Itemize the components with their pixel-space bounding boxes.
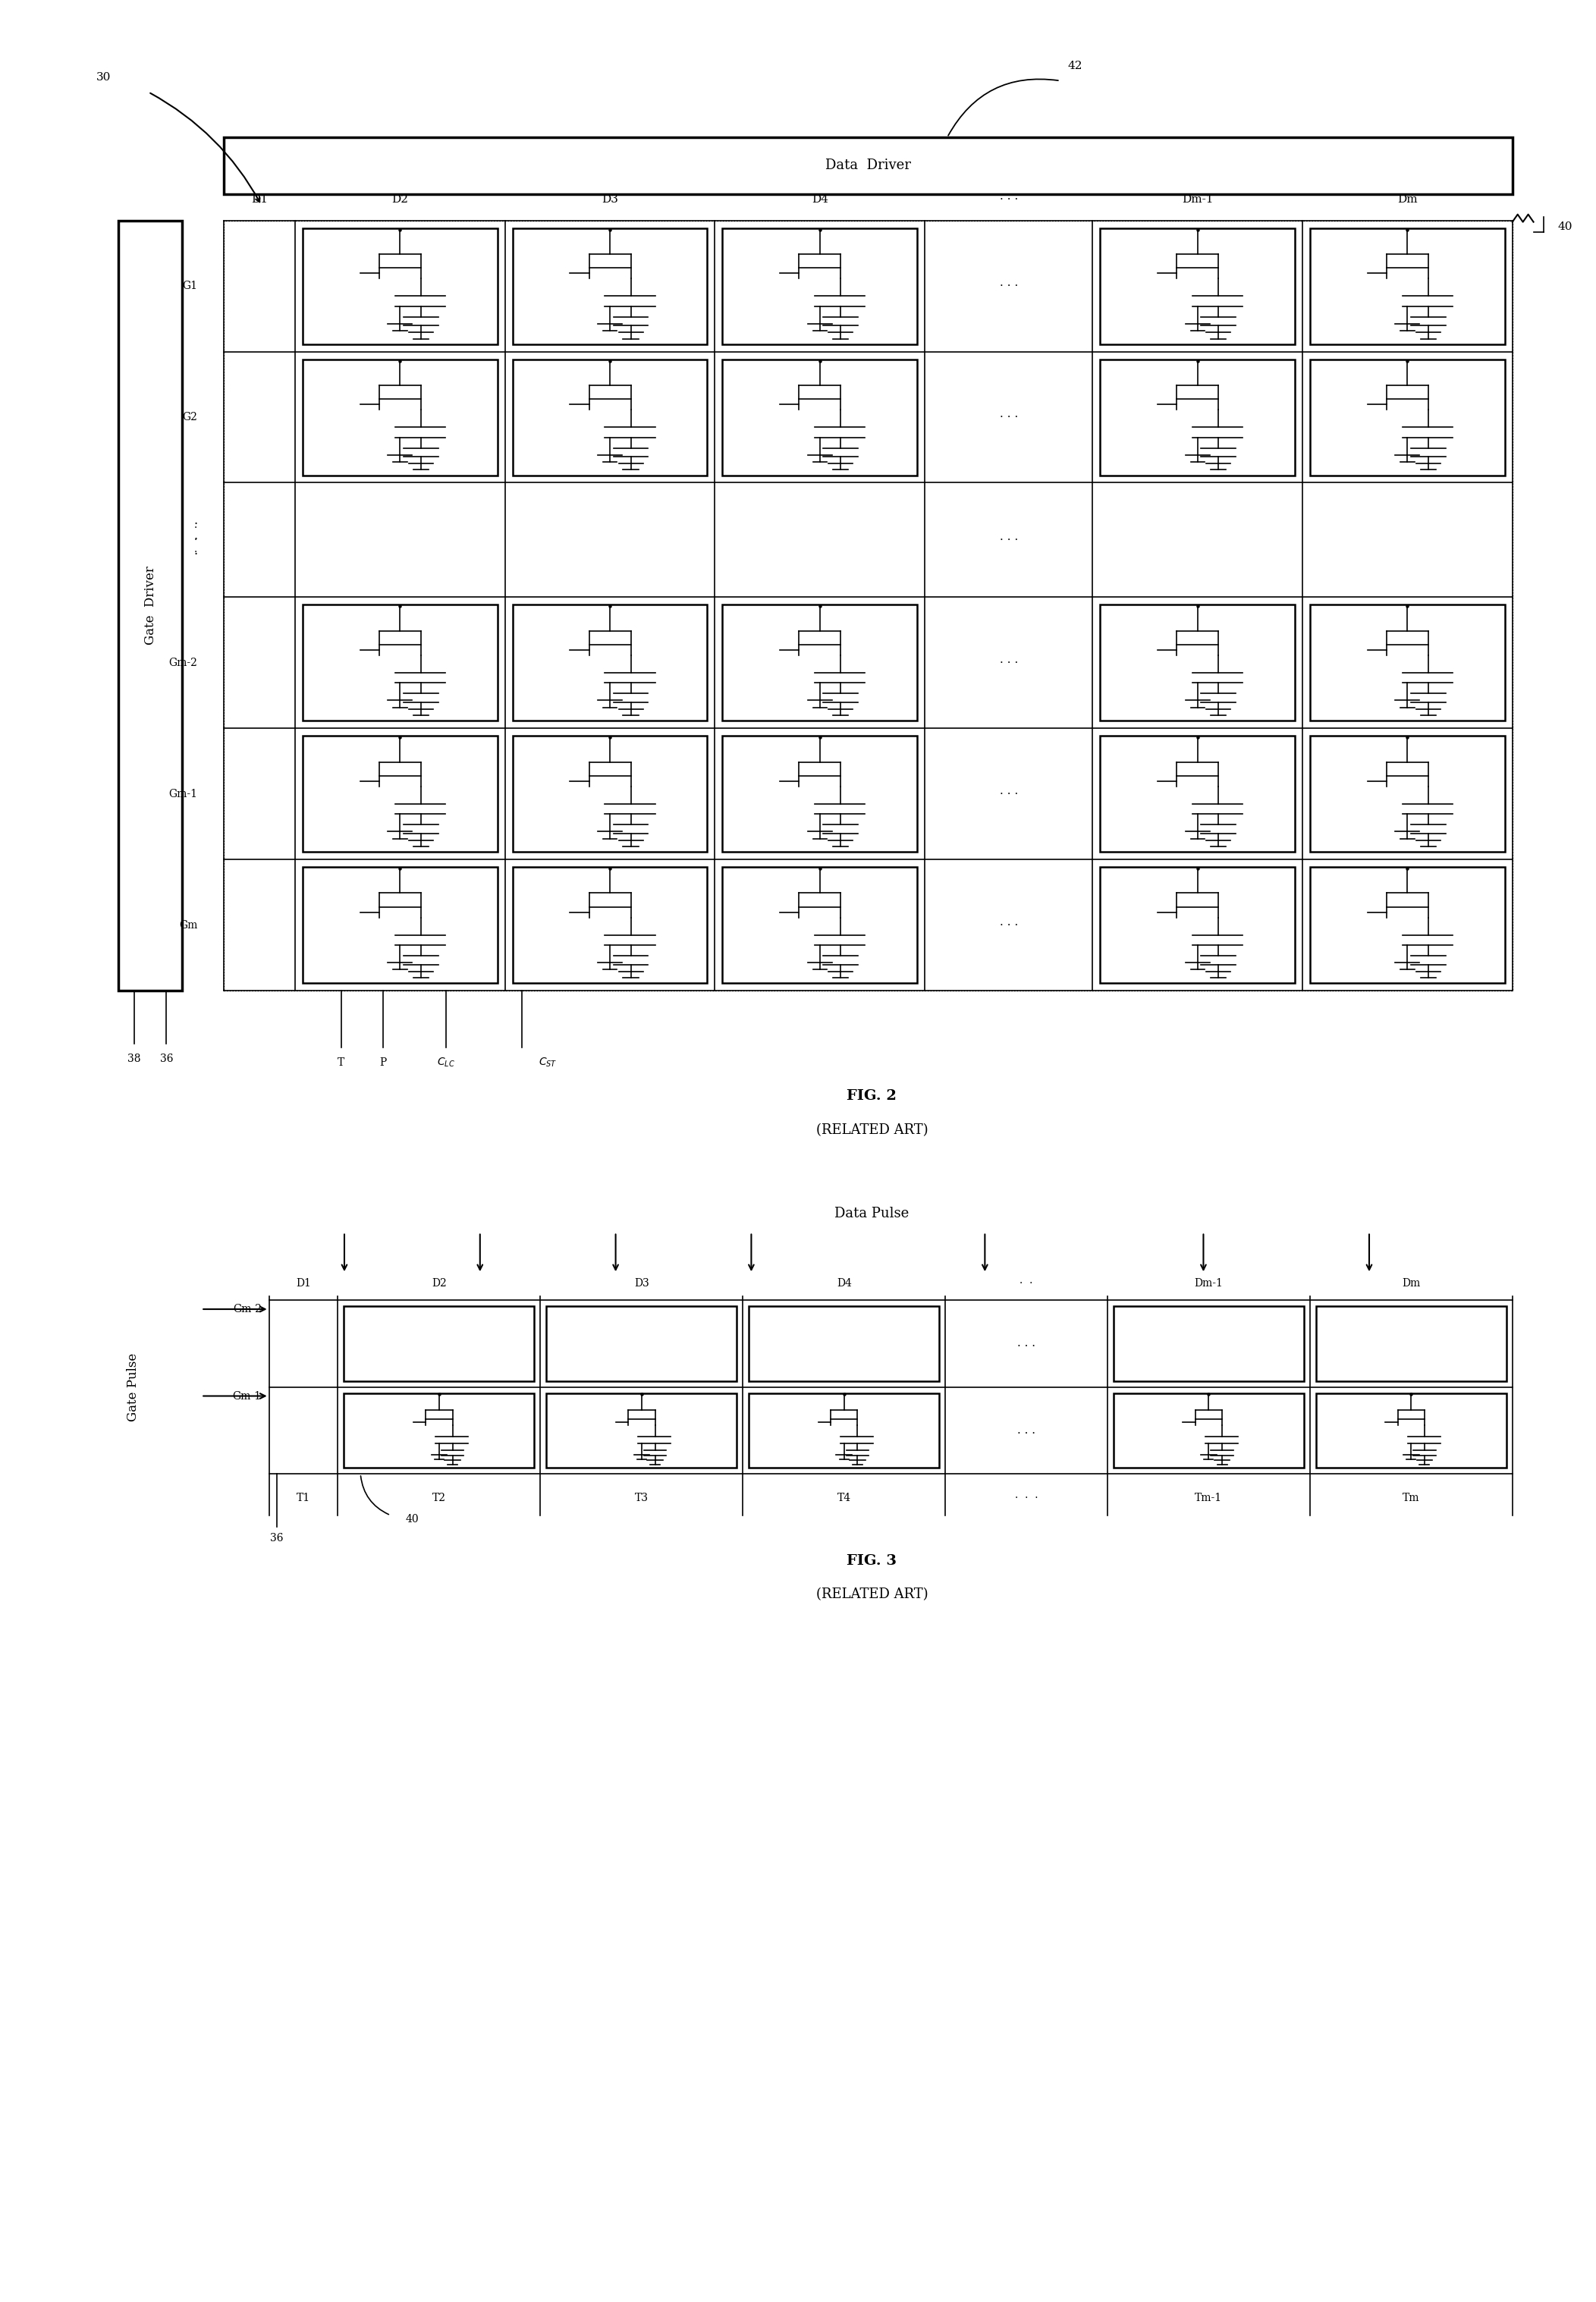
Text: T1: T1 bbox=[297, 1492, 310, 1503]
Bar bbox=[512, 868, 707, 983]
Text: Dm-1: Dm-1 bbox=[1194, 1278, 1223, 1289]
Bar bbox=[723, 868, 918, 983]
Text: (RELATED ART): (RELATED ART) bbox=[816, 1123, 927, 1137]
Text: 36: 36 bbox=[160, 1054, 172, 1064]
Text: Gate  Driver: Gate Driver bbox=[144, 566, 156, 645]
Bar bbox=[303, 605, 498, 721]
Bar bbox=[1100, 868, 1294, 983]
Bar bbox=[1315, 1393, 1507, 1469]
Text: · · ·: · · · bbox=[999, 790, 1018, 799]
Text: . . .: . . . bbox=[1017, 1337, 1036, 1349]
Text: D2: D2 bbox=[391, 193, 409, 205]
Text: Gate Pulse: Gate Pulse bbox=[128, 1354, 140, 1420]
Bar bbox=[512, 228, 707, 343]
Bar bbox=[723, 228, 918, 343]
Text: G1: G1 bbox=[182, 281, 198, 292]
Bar bbox=[1310, 737, 1505, 852]
Text: Dm: Dm bbox=[1401, 1278, 1420, 1289]
Text: ·: · bbox=[193, 534, 198, 546]
Text: 40: 40 bbox=[405, 1515, 420, 1524]
Text: 40: 40 bbox=[1558, 221, 1572, 233]
Text: P: P bbox=[380, 1057, 386, 1068]
Text: Dm: Dm bbox=[1398, 193, 1417, 205]
Text: . . .: . . . bbox=[1017, 1425, 1036, 1436]
Bar bbox=[512, 605, 707, 721]
Bar bbox=[343, 1393, 535, 1469]
Text: T3: T3 bbox=[635, 1492, 648, 1503]
Text: T2: T2 bbox=[433, 1492, 445, 1503]
Text: G2: G2 bbox=[182, 412, 198, 424]
Bar bbox=[303, 737, 498, 852]
Text: D2: D2 bbox=[431, 1278, 447, 1289]
Text: 42: 42 bbox=[1068, 60, 1082, 71]
Text: Gm-2: Gm-2 bbox=[169, 658, 198, 668]
Text: Gm-2: Gm-2 bbox=[233, 1303, 262, 1314]
Text: 36: 36 bbox=[270, 1533, 282, 1542]
Text: $C_{LC}$: $C_{LC}$ bbox=[437, 1057, 455, 1068]
Text: D1: D1 bbox=[295, 1278, 311, 1289]
Bar bbox=[1310, 868, 1505, 983]
Bar bbox=[303, 359, 498, 474]
Text: ·: · bbox=[193, 518, 198, 532]
Text: Data  Driver: Data Driver bbox=[825, 159, 911, 173]
Text: FIG. 3: FIG. 3 bbox=[847, 1554, 897, 1568]
Text: D1: D1 bbox=[251, 193, 268, 205]
Text: Gm-1: Gm-1 bbox=[169, 790, 198, 799]
Text: · · ·: · · · bbox=[999, 921, 1018, 930]
Bar bbox=[1310, 359, 1505, 474]
Bar bbox=[1100, 605, 1294, 721]
Text: · · ·: · · · bbox=[999, 658, 1018, 668]
Bar bbox=[118, 221, 182, 990]
Text: FIG. 2: FIG. 2 bbox=[847, 1089, 897, 1103]
Text: 30: 30 bbox=[96, 71, 110, 83]
Bar bbox=[1100, 228, 1294, 343]
Text: · · ·: · · · bbox=[999, 281, 1018, 292]
Text: Dm-1: Dm-1 bbox=[1181, 193, 1213, 205]
Bar bbox=[749, 1305, 940, 1381]
Text: T4: T4 bbox=[838, 1492, 851, 1503]
Bar bbox=[546, 1393, 737, 1469]
Text: Tm-1: Tm-1 bbox=[1195, 1492, 1223, 1503]
Text: · · ·: · · · bbox=[999, 412, 1018, 424]
Text: ·  ·  ·: · · · bbox=[1015, 1492, 1037, 1503]
Text: $C_{ST}$: $C_{ST}$ bbox=[539, 1057, 557, 1068]
Bar bbox=[1310, 228, 1505, 343]
Text: ·  ·: · · bbox=[1020, 1278, 1033, 1289]
Bar bbox=[723, 737, 918, 852]
Bar bbox=[343, 1305, 535, 1381]
Text: · · ·: · · · bbox=[999, 534, 1018, 546]
Text: Tm: Tm bbox=[1403, 1492, 1420, 1503]
Bar bbox=[723, 605, 918, 721]
Bar bbox=[1100, 737, 1294, 852]
Text: T: T bbox=[338, 1057, 345, 1068]
Text: Gm: Gm bbox=[179, 921, 198, 930]
Text: Gm-1: Gm-1 bbox=[233, 1390, 262, 1402]
Bar bbox=[1114, 1305, 1304, 1381]
Bar bbox=[723, 359, 918, 474]
Text: D4: D4 bbox=[811, 193, 828, 205]
Bar bbox=[1310, 605, 1505, 721]
Bar bbox=[223, 138, 1513, 193]
Bar bbox=[546, 1305, 737, 1381]
Bar bbox=[749, 1393, 940, 1469]
Text: (RELATED ART): (RELATED ART) bbox=[816, 1588, 927, 1602]
Bar bbox=[1100, 359, 1294, 474]
Bar bbox=[303, 868, 498, 983]
Text: D4: D4 bbox=[836, 1278, 852, 1289]
Bar bbox=[1315, 1305, 1507, 1381]
Bar bbox=[512, 359, 707, 474]
Bar bbox=[1114, 1393, 1304, 1469]
Text: ·: · bbox=[193, 548, 198, 562]
Bar bbox=[303, 228, 498, 343]
Text: Data Pulse: Data Pulse bbox=[835, 1206, 910, 1220]
Bar bbox=[223, 221, 1513, 990]
Bar bbox=[512, 737, 707, 852]
Text: D3: D3 bbox=[634, 1278, 650, 1289]
Text: · · ·: · · · bbox=[999, 193, 1018, 205]
Text: 38: 38 bbox=[128, 1054, 140, 1064]
Text: ·
·
·: · · · bbox=[195, 523, 198, 557]
Text: D3: D3 bbox=[602, 193, 618, 205]
